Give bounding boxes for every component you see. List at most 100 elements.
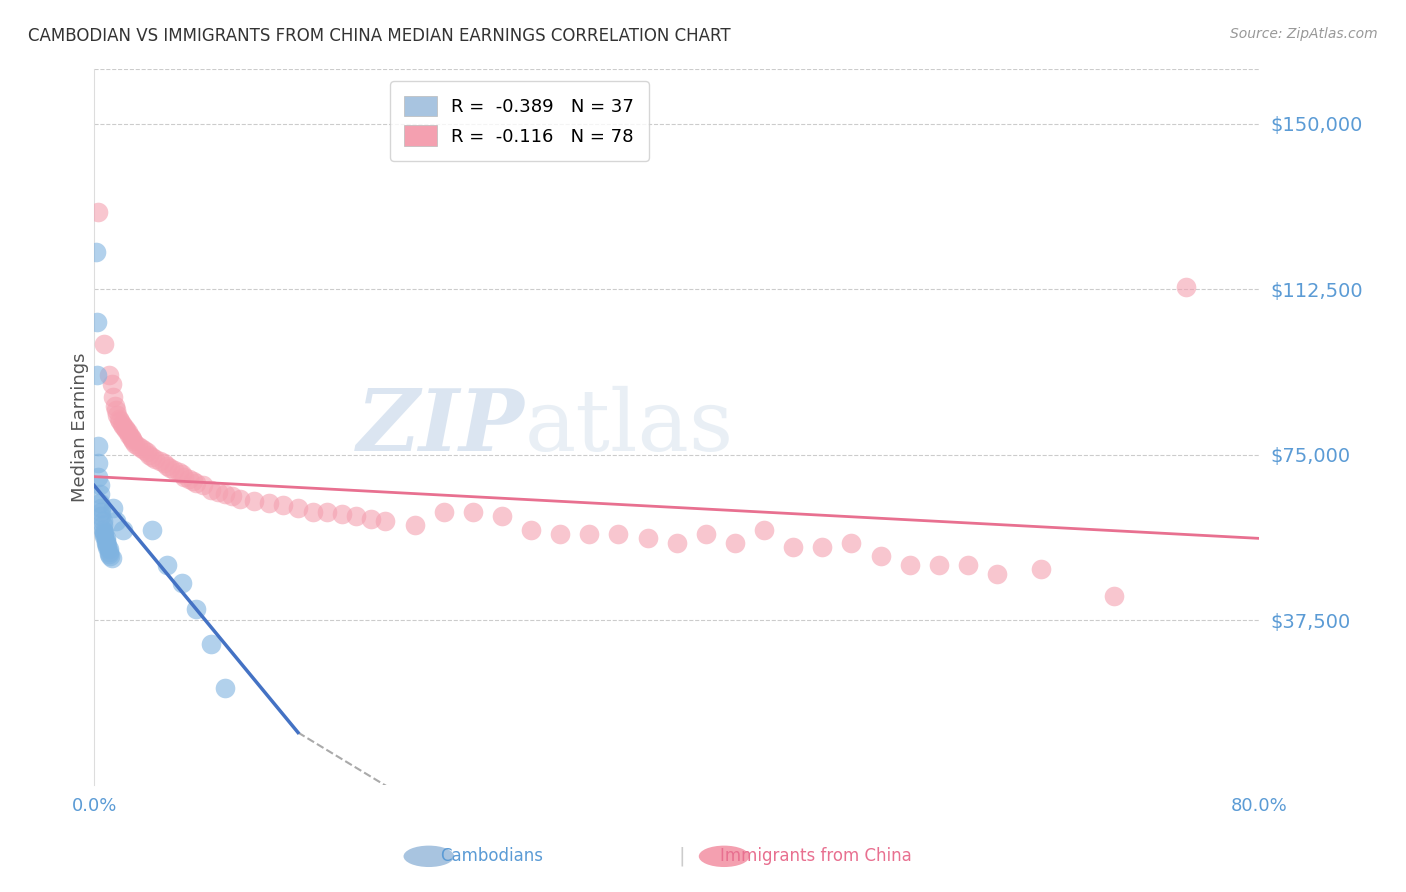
Point	[110, 414, 132, 428]
Point	[97, 368, 120, 383]
Point	[548, 527, 571, 541]
Point	[101, 500, 124, 515]
Point	[87, 205, 110, 219]
Point	[724, 536, 747, 550]
Point	[330, 507, 353, 521]
Point	[193, 478, 215, 492]
Point	[141, 523, 163, 537]
Point	[100, 376, 122, 391]
Point	[287, 500, 309, 515]
Point	[104, 514, 127, 528]
Legend: R =  -0.389   N = 37, R =  -0.116   N = 78: R = -0.389 N = 37, R = -0.116 N = 78	[389, 81, 648, 161]
Point	[121, 432, 143, 446]
Point	[114, 421, 136, 435]
Point	[207, 485, 229, 500]
Point	[89, 496, 111, 510]
Point	[129, 441, 152, 455]
Point	[928, 558, 950, 572]
Point	[214, 681, 236, 696]
Point	[257, 496, 280, 510]
Point	[98, 549, 121, 563]
Point	[159, 460, 181, 475]
Point	[89, 487, 111, 501]
Point	[93, 527, 115, 541]
Point	[112, 418, 135, 433]
Point	[96, 540, 118, 554]
Point	[433, 505, 456, 519]
Point	[869, 549, 891, 563]
Ellipse shape	[699, 846, 749, 867]
Point	[89, 478, 111, 492]
Point	[87, 439, 110, 453]
Text: CAMBODIAN VS IMMIGRANTS FROM CHINA MEDIAN EARNINGS CORRELATION CHART: CAMBODIAN VS IMMIGRANTS FROM CHINA MEDIA…	[28, 27, 731, 45]
Point	[86, 315, 108, 329]
Point	[811, 540, 834, 554]
Point	[374, 514, 396, 528]
Point	[132, 443, 155, 458]
Point	[91, 523, 114, 537]
Point	[898, 558, 921, 572]
Point	[100, 551, 122, 566]
Point	[229, 491, 252, 506]
Point	[149, 454, 172, 468]
Point	[360, 511, 382, 525]
Point	[344, 509, 367, 524]
Point	[94, 536, 117, 550]
Point	[143, 452, 166, 467]
Point	[841, 536, 863, 550]
Point	[184, 476, 207, 491]
Point	[607, 527, 630, 541]
Point	[93, 529, 115, 543]
Point	[97, 542, 120, 557]
Point	[404, 518, 426, 533]
Point	[491, 509, 513, 524]
Point	[97, 544, 120, 558]
Point	[956, 558, 979, 572]
Point	[461, 505, 484, 519]
Point	[127, 439, 149, 453]
Point	[124, 436, 146, 450]
Point	[104, 403, 127, 417]
Point	[184, 602, 207, 616]
Point	[1102, 589, 1125, 603]
Point	[1029, 562, 1052, 576]
Point	[93, 524, 115, 539]
Point	[163, 463, 186, 477]
Text: atlas: atlas	[526, 385, 734, 468]
Point	[91, 518, 114, 533]
Point	[96, 538, 118, 552]
Point	[200, 637, 222, 651]
Point	[986, 566, 1008, 581]
Point	[94, 532, 117, 546]
Point	[173, 469, 195, 483]
Point	[112, 523, 135, 537]
Point	[90, 509, 112, 524]
Point	[637, 532, 659, 546]
Point	[135, 445, 157, 459]
Point	[108, 412, 131, 426]
Text: Cambodians: Cambodians	[440, 847, 544, 865]
Point	[156, 458, 179, 473]
Text: Source: ZipAtlas.com: Source: ZipAtlas.com	[1230, 27, 1378, 41]
Point	[221, 490, 243, 504]
Point	[695, 527, 717, 541]
Point	[316, 505, 339, 519]
Point	[101, 390, 124, 404]
Point	[87, 456, 110, 470]
Point	[107, 408, 129, 422]
Point	[86, 368, 108, 383]
Point	[301, 505, 323, 519]
Point	[167, 465, 190, 479]
Point	[94, 533, 117, 548]
Point	[181, 474, 204, 488]
Point	[118, 427, 141, 442]
Y-axis label: Median Earnings: Median Earnings	[72, 352, 89, 501]
Point	[752, 523, 775, 537]
Point	[93, 337, 115, 351]
Point	[90, 505, 112, 519]
Point	[138, 448, 160, 462]
Point	[97, 547, 120, 561]
Point	[153, 456, 176, 470]
Point	[122, 434, 145, 449]
Point	[91, 514, 114, 528]
